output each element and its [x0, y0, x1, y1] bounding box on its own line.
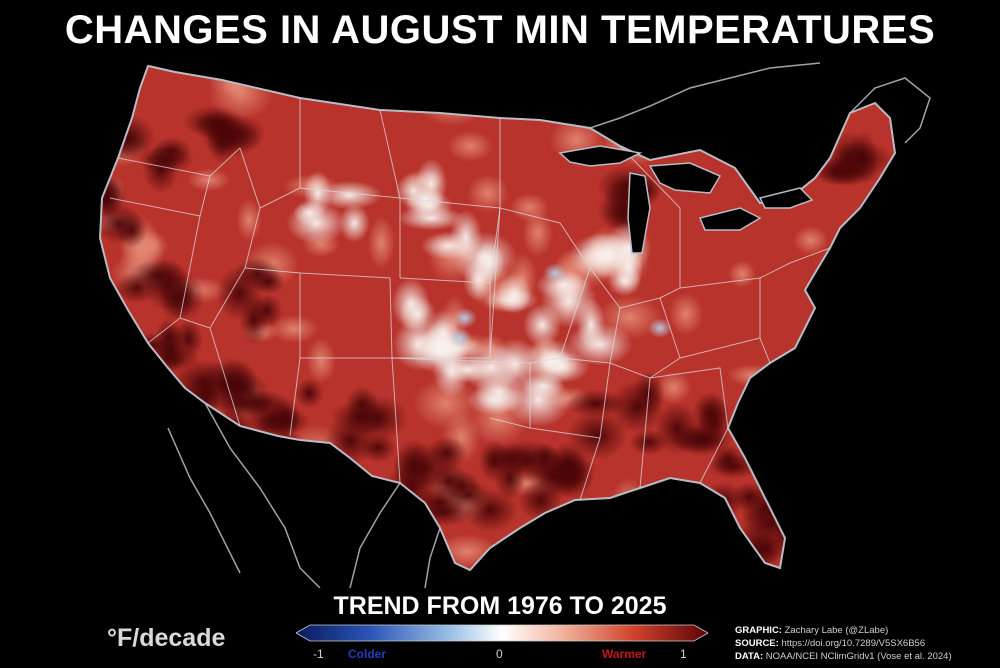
- heat-warm-blob: [565, 389, 626, 418]
- heat-warm-blob: [251, 293, 283, 328]
- colorbar-max-label: 1: [680, 647, 687, 661]
- heat-neutral-blob: [286, 202, 347, 245]
- heat-texture-blob: [727, 364, 776, 387]
- heat-texture-blob: [171, 421, 233, 443]
- heat-texture-blob: [214, 546, 259, 570]
- heat-neutral-blob: [449, 209, 482, 264]
- heat-texture-blob: [744, 139, 784, 175]
- heat-neutral-blob: [339, 203, 370, 243]
- trend-subtitle: TREND FROM 1976 TO 2025: [333, 592, 667, 620]
- heat-neutral-blob: [578, 232, 638, 278]
- heat-warm-blob: [609, 380, 665, 434]
- heat-texture-blob: [842, 211, 886, 250]
- colorbar-colder-label: Colder: [348, 647, 387, 661]
- heat-neutral-blob: [432, 344, 471, 398]
- heat-texture-blob: [668, 292, 703, 336]
- colorbar-min-label: -1: [313, 647, 324, 661]
- heat-texture-blob: [301, 529, 326, 563]
- heat-texture-blob: [854, 308, 881, 343]
- heat-neutral-blob: [391, 278, 431, 330]
- heat-texture-blob: [737, 420, 785, 460]
- heat-neutral-blob: [523, 303, 562, 347]
- heat-warm-blob: [199, 357, 257, 410]
- trend-heat-field: [100, 66, 895, 570]
- heat-warm-blob: [100, 203, 142, 245]
- heat-neutral-blob: [404, 190, 453, 221]
- heat-texture-blob: [367, 216, 396, 270]
- heat-warm-blob: [566, 410, 628, 461]
- heat-texture-blob: [418, 85, 486, 126]
- heat-warm-blob: [359, 432, 397, 463]
- credits-block: GRAPHIC: Zachary Labe (@ZLabe) SOURCE: h…: [735, 624, 997, 663]
- state-borders: [109, 98, 831, 501]
- colorbar: [296, 624, 708, 642]
- heat-texture-blob: [100, 301, 123, 322]
- heat-warm-blob: [828, 141, 894, 177]
- credit-graphic: GRAPHIC: Zachary Labe (@ZLabe): [735, 625, 889, 636]
- heat-neutral-blob: [316, 180, 383, 210]
- us-temperature-trend-map: [0, 58, 1000, 588]
- heat-texture-blob: [447, 130, 493, 162]
- heat-warm-blob: [429, 461, 469, 502]
- colorbar-mid-label: 0: [496, 647, 503, 661]
- map-title: CHANGES IN AUGUST MIN TEMPERATURES: [64, 8, 936, 52]
- heat-texture-blob: [510, 538, 563, 570]
- heat-texture-blob: [813, 476, 870, 520]
- colorbar-warmer-label: Warmer: [602, 647, 647, 661]
- heat-texture-blob: [849, 356, 889, 389]
- heat-texture-blob: [509, 193, 550, 222]
- heat-warm-blob: [330, 400, 391, 436]
- heat-cool-blob: [453, 308, 477, 328]
- heat-texture-blob: [716, 126, 749, 147]
- heat-warm-blob: [525, 453, 583, 501]
- credit-source: SOURCE: https://doi.org/10.7289/V5SX6B56: [735, 638, 926, 649]
- heat-texture-blob: [168, 449, 232, 480]
- heat-warm-blob: [737, 444, 799, 471]
- us-outline: [98, 64, 897, 572]
- heat-cool-blob: [543, 263, 567, 283]
- heat-neutral-blob: [576, 297, 606, 352]
- heat-cool-blob: [448, 328, 472, 348]
- heat-texture-blob: [236, 199, 262, 241]
- heat-texture-blob: [524, 66, 563, 97]
- heat-texture-blob: [806, 354, 866, 401]
- heat-cool-blob: [648, 318, 672, 338]
- heat-texture-blob: [466, 174, 509, 213]
- heat-texture-blob: [801, 339, 830, 366]
- great-lakes: [558, 145, 814, 254]
- heat-warm-blob: [158, 274, 195, 322]
- heat-texture-blob: [477, 75, 514, 113]
- heat-texture-blob: [319, 504, 370, 539]
- credit-data: DATA: NOAA/NCEI NClimGridv1 (Vose et al.…: [735, 651, 952, 662]
- heat-texture-blob: [351, 66, 378, 106]
- heat-texture-blob: [789, 514, 830, 570]
- heat-texture-blob: [655, 371, 692, 405]
- heat-texture-blob: [268, 495, 314, 525]
- heat-warm-blob: [138, 145, 195, 174]
- heat-neutral-blob: [482, 287, 539, 313]
- heat-warm-blob: [294, 378, 324, 409]
- heat-texture-blob: [147, 497, 176, 520]
- heat-neutral-blob: [489, 338, 541, 389]
- heat-texture-blob: [754, 417, 804, 470]
- units-label: °F/decade: [107, 624, 226, 652]
- heat-texture-blob: [306, 337, 336, 384]
- heat-texture-blob: [793, 225, 829, 255]
- heat-warm-blob: [114, 272, 159, 304]
- colorbar-gradient: [296, 624, 708, 642]
- heat-warm-blob: [194, 110, 241, 141]
- heat-warm-blob: [708, 454, 760, 479]
- heat-texture-blob: [728, 260, 756, 288]
- heat-texture-blob: [269, 315, 319, 343]
